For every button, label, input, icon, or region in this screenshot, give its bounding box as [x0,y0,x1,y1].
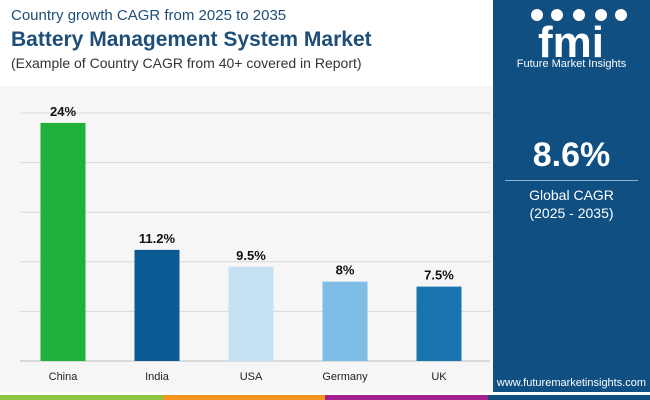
logo-wordmark: fmi [538,18,604,67]
sidebar-panel: fmi Future Market Insights 8.6% Global C… [493,0,650,392]
bar-germany [322,281,368,361]
x-tick-label-uk: UK [431,371,447,383]
x-tick-label-usa: USA [240,371,263,383]
bar-uk [416,286,462,361]
data-label-china: 24% [50,104,76,119]
website-url[interactable]: www.futuremarketinsights.com [496,377,647,389]
global-cagr-label: Global CAGR [529,187,614,203]
bar-china [40,122,86,361]
bar-usa [228,266,274,361]
footer-segment [487,395,650,400]
data-label-usa: 9.5% [236,248,266,263]
logo-tagline: Future Market Insights [516,58,627,70]
bar-india [134,249,180,361]
data-label-india: 11.2% [139,231,176,246]
chart-note: (Example of Country CAGR from 40+ covere… [11,55,362,71]
fmi-logo: fmi [531,9,627,67]
global-cagr-value: 8.6% [532,136,611,174]
global-cagr-period: (2025 - 2035) [529,205,614,221]
data-label-germany: 8% [336,263,355,278]
footer-segment [0,395,163,400]
footer-segment [162,395,325,400]
x-tick-label-germany: Germany [322,371,368,383]
chart-subtitle: Country growth CAGR from 2025 to 2035 [11,7,287,24]
x-tick-label-india: India [145,371,170,383]
chart-title: Battery Management System Market [11,28,372,51]
cagr-divider [505,180,638,181]
footer-color-bar [0,395,650,400]
chart-header: Country growth CAGR from 2025 to 2035 Ba… [0,0,493,85]
bar-chart: 24% China 11.2% India 9.5% USA 8% Germany 7.5% UK [20,104,490,383]
x-tick-label-china: China [49,371,79,383]
data-label-uk: 7.5% [424,268,454,283]
footer-segment [325,395,488,400]
